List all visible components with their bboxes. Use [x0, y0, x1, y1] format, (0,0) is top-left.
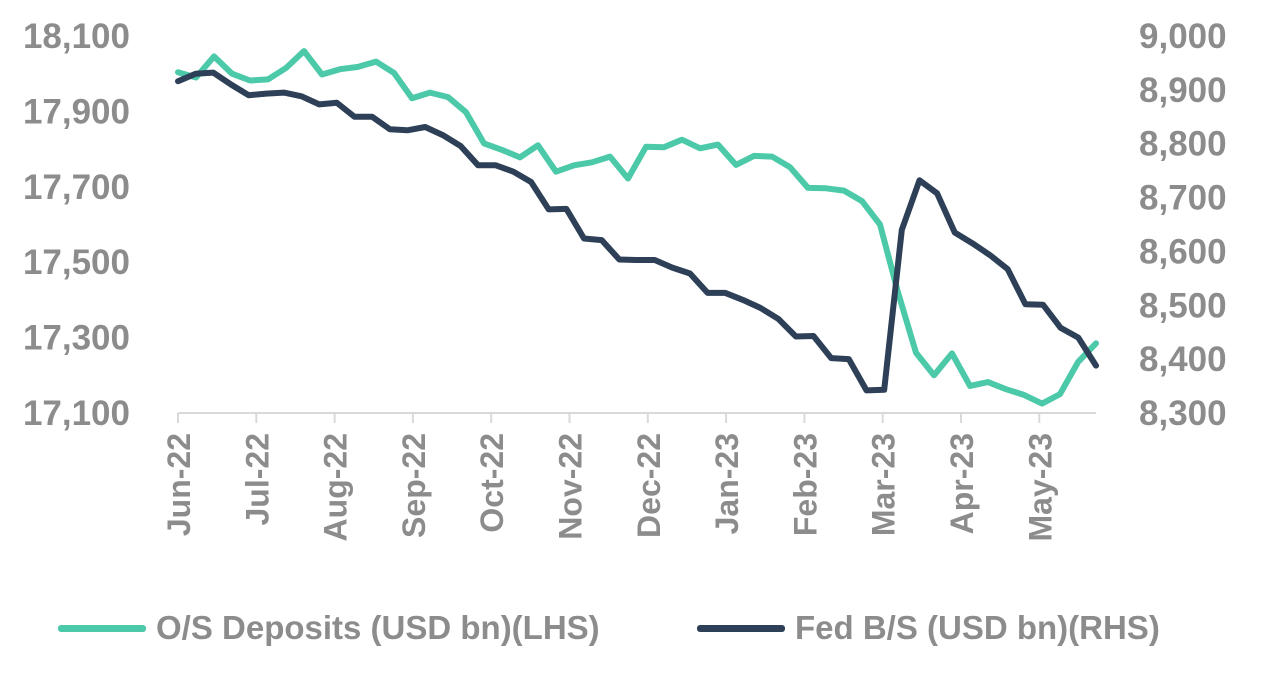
x-tick-label: May-23 — [1022, 433, 1058, 542]
x-tick-label: Oct-22 — [474, 433, 510, 533]
chart-canvas: 17,100 17,300 17,500 17,700 17,900 18,100 8,3… — [23, 17, 1227, 542]
x-tick-label: Jun-22 — [161, 433, 197, 536]
left-tick-label: 17,500 — [23, 243, 130, 282]
x-tick-label: Feb-23 — [787, 433, 823, 536]
right-tick-label: 8,400 — [1139, 340, 1227, 379]
legend-item-fed: Fed B/S (USD bn)(RHS) — [697, 608, 1160, 648]
legend-swatch-deposits — [58, 624, 146, 632]
right-tick-label: 8,700 — [1139, 179, 1227, 218]
left-tick-label: 17,300 — [23, 319, 130, 358]
x-tick-label: Sep-22 — [396, 433, 432, 538]
left-tick-label: 17,900 — [23, 92, 130, 131]
right-tick-label: 8,600 — [1139, 232, 1227, 271]
legend: O/S Deposits (USD bn)(LHS) Fed B/S (USD … — [0, 600, 1261, 660]
right-tick-label: 8,900 — [1139, 71, 1227, 110]
right-axis-ticks: 8,300 8,400 8,500 8,600 8,700 8,800 8,900 9,000 — [1139, 17, 1227, 433]
legend-label-deposits: O/S Deposits (USD bn)(LHS) — [156, 609, 600, 646]
x-tick-label: Mar-23 — [866, 433, 902, 536]
legend-label-fed: Fed B/S (USD bn)(RHS) — [795, 609, 1160, 646]
x-tick-label: Nov-22 — [553, 433, 589, 540]
x-tick-label: Jan-23 — [709, 433, 745, 534]
x-tick-label: Apr-23 — [944, 433, 980, 534]
left-tick-label: 17,700 — [23, 168, 130, 207]
series-line-deposits — [175, 48, 1099, 407]
x-tick-label: Aug-22 — [318, 433, 354, 541]
left-tick-label: 17,100 — [23, 394, 130, 433]
left-axis-ticks: 17,100 17,300 17,500 17,700 17,900 18,100 — [23, 17, 130, 433]
right-tick-label: 9,000 — [1139, 17, 1227, 56]
right-tick-label: 8,300 — [1139, 394, 1227, 433]
legend-swatch-fed — [697, 624, 785, 632]
series-group — [175, 48, 1099, 407]
right-tick-label: 8,500 — [1139, 286, 1227, 325]
series-line-fed — [175, 69, 1099, 394]
x-tick-label: Jul-22 — [239, 433, 275, 525]
x-tick-label: Dec-22 — [631, 433, 667, 538]
right-tick-label: 8,800 — [1139, 125, 1227, 164]
x-axis-ticks: Jun-22 Jul-22 Aug-22 Sep-22 Oct-22 Nov-22 Dec-… — [161, 413, 1058, 542]
left-tick-label: 18,100 — [23, 17, 130, 56]
legend-item-deposits: O/S Deposits (USD bn)(LHS) — [58, 608, 600, 648]
